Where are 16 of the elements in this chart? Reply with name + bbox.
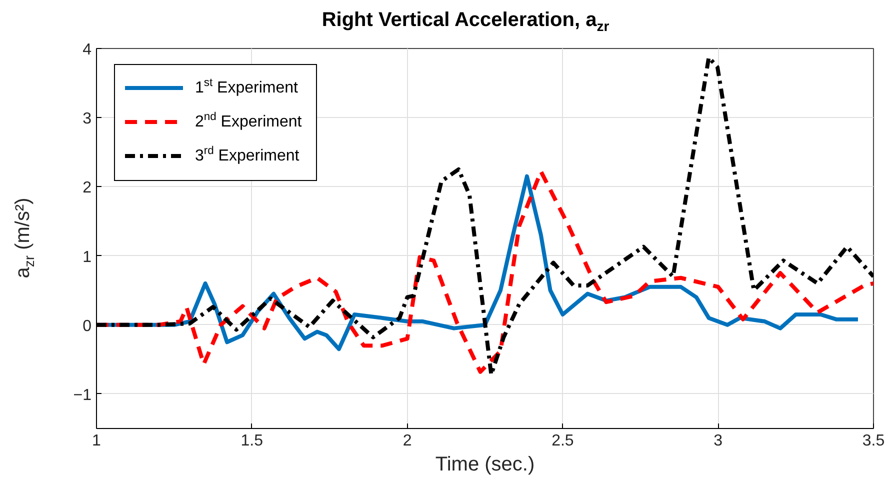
chart-title: Right Vertical Acceleration, a$_{zr}$ xyxy=(322,8,610,36)
y-tick-label: −1 xyxy=(73,386,92,404)
y-tick-label: 2 xyxy=(82,180,92,197)
legend-label: 3$^{rd}$ Experiment xyxy=(195,144,300,167)
y-tick-label: 0 xyxy=(82,318,92,335)
legend-label: 2$^{nd}$ Experiment xyxy=(195,110,302,133)
y-tick-label: 4 xyxy=(82,42,92,58)
x-axis-title: Time (sec.) xyxy=(435,454,535,476)
y-tick-label: 1 xyxy=(82,248,92,266)
x-tick-label: 2 xyxy=(402,432,412,450)
x-tick-label: 3.5 xyxy=(862,432,885,450)
y-tick-label: 3 xyxy=(82,110,92,128)
x-tick-label: 2.5 xyxy=(552,432,574,450)
x-tick-label: 3 xyxy=(714,432,723,450)
x-tick-label: 1.5 xyxy=(240,432,264,450)
legend-label: 1$^{st}$ Experiment xyxy=(195,76,298,99)
